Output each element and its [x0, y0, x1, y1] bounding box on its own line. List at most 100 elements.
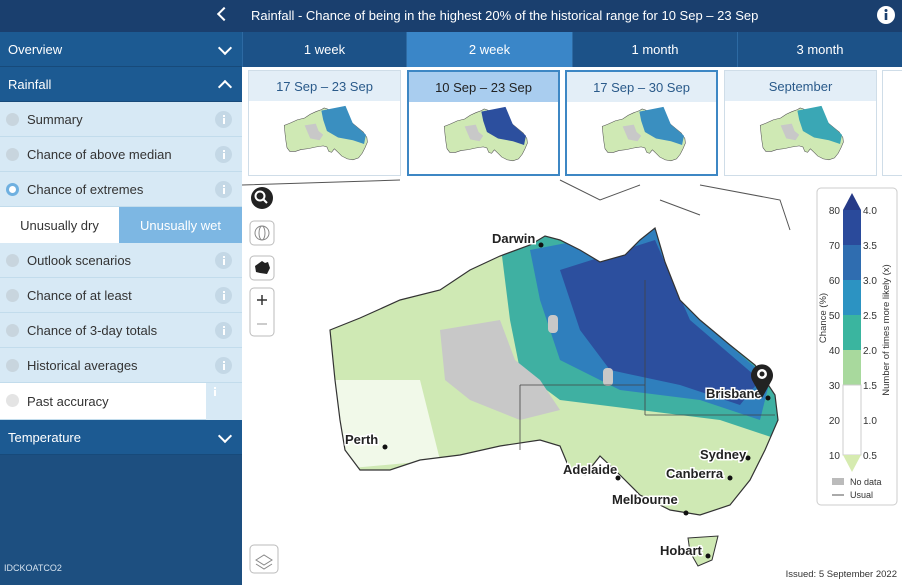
menu-item[interactable]: Chance of at least — [0, 278, 242, 313]
city-label: Darwin — [492, 231, 535, 246]
section-rainfall[interactable]: Rainfall — [0, 67, 242, 102]
times-tick: 3.0 — [863, 276, 877, 287]
menu-item[interactable]: Outlook scenarios — [0, 243, 242, 278]
menu-item[interactable]: Chance of 3-day totals — [0, 313, 242, 348]
times-tick: 2.0 — [863, 346, 877, 357]
info-icon[interactable] — [215, 181, 232, 198]
menu-item[interactable]: Chance of extremes — [0, 172, 242, 207]
location-pin — [751, 364, 774, 398]
chance-tick: 50 — [829, 311, 841, 322]
thumbnail[interactable]: 10 Sep – 23 Sep — [407, 70, 560, 176]
times-tick: 0.5 — [863, 451, 877, 462]
radio — [6, 289, 19, 302]
info-icon[interactable] — [215, 357, 232, 374]
times-axis-label: Number of times more likely (x) — [881, 264, 892, 395]
tasmania — [687, 535, 719, 567]
thumbnail-map — [443, 106, 528, 162]
layers-button[interactable] — [249, 544, 279, 574]
menu-label: Chance of 3-day totals — [27, 322, 158, 338]
chance-tick: 20 — [829, 416, 841, 427]
sidebar: Overview Rainfall Temperature IDCKOATCO2… — [0, 0, 242, 585]
radio — [6, 359, 19, 372]
city-label: Melbourne — [612, 492, 678, 507]
menu-item[interactable]: Chance of above median — [0, 137, 242, 172]
city-label: Hobart — [660, 543, 703, 558]
thumb-field — [639, 106, 684, 145]
thumb-field — [481, 106, 526, 145]
legend: 80 4.0 70 3.5 60 3.0 50 2.5 40 2.0 30 1.5 20 1.0 10 0.5… — [816, 187, 898, 506]
section-label: Temperature — [8, 429, 81, 445]
section-temperature[interactable]: Temperature — [0, 420, 242, 455]
times-tick: 1.0 — [863, 416, 877, 427]
thumb-nodata — [622, 124, 642, 142]
radio — [6, 254, 19, 267]
map: Darwin Brisbane Perth Sydney Adelaide Canberr… — [242, 178, 902, 585]
thumb-field — [321, 105, 366, 144]
city-dot — [745, 455, 751, 461]
state-borders — [519, 280, 775, 450]
times-tick: 2.5 — [863, 311, 877, 322]
menu-item[interactable]: Summary — [0, 102, 242, 137]
chevron — [217, 40, 233, 56]
info-button[interactable] — [876, 5, 896, 25]
radio — [6, 113, 19, 126]
thumbnail[interactable]: 17 Sep – 23 Sep — [248, 70, 401, 176]
city-label: Brisbane — [706, 386, 762, 401]
city-dot — [382, 444, 388, 450]
info-icon[interactable] — [215, 146, 232, 163]
city-dot — [615, 475, 621, 481]
thumbnail-map — [759, 105, 844, 161]
period-tab[interactable]: 1 week — [242, 32, 406, 67]
thumbnail-label: 17 Sep – 30 Sep — [567, 72, 716, 102]
globe-button[interactable] — [249, 220, 275, 246]
city-dot — [683, 510, 689, 516]
menu-item[interactable]: Historical averages — [0, 348, 242, 383]
thumbnail[interactable]: 17 Sep – 30 Sep — [565, 70, 718, 176]
menu-label: Past accuracy — [27, 393, 109, 409]
thumbnail[interactable] — [882, 70, 902, 176]
product-code: IDCKOATCO2 — [4, 563, 62, 573]
info-icon[interactable] — [215, 111, 232, 128]
chance-tick: 30 — [829, 381, 841, 392]
radio — [6, 183, 19, 196]
menu-label: Chance of at least — [27, 287, 132, 303]
thumbnail-map — [283, 105, 368, 161]
toggle-option[interactable]: Unusually dry — [20, 217, 99, 233]
radio — [6, 148, 19, 161]
menu-label: Chance of above median — [27, 146, 172, 162]
times-tick: 1.5 — [863, 381, 877, 392]
search-button[interactable] — [251, 187, 273, 209]
info-icon[interactable] — [215, 252, 232, 269]
section-label: Rainfall — [8, 76, 52, 92]
info-icon[interactable] — [215, 322, 232, 339]
thumbnail[interactable]: September — [724, 70, 877, 176]
menu-label: Chance of extremes — [27, 181, 144, 197]
chance-axis-label: Chance (%) — [818, 293, 829, 343]
thumb-nodata — [464, 124, 484, 142]
neighbouring-coast — [242, 179, 791, 231]
thumbnail-map — [601, 106, 686, 162]
chance-tick: 70 — [829, 241, 841, 252]
info-icon[interactable] — [206, 383, 242, 420]
issued-date: Issued: 5 September 2022 — [786, 569, 897, 580]
menu-label: Outlook scenarios — [27, 252, 132, 268]
section-overview[interactable]: Overview — [0, 32, 242, 67]
city-label: Perth — [345, 432, 378, 447]
menu-item[interactable]: Past accuracy — [0, 383, 242, 420]
times-tick: 4.0 — [863, 206, 877, 217]
period-tab[interactable]: 2 week — [406, 32, 572, 67]
sidebar-top — [0, 0, 242, 32]
info-icon[interactable] — [215, 287, 232, 304]
menu-label: Historical averages — [27, 357, 138, 373]
period-tab[interactable]: 3 month — [737, 32, 902, 67]
thumbnail-label: 17 Sep – 23 Sep — [249, 71, 400, 101]
map-controls — [249, 187, 279, 574]
radio — [6, 394, 19, 407]
period-tab[interactable]: 1 month — [572, 32, 737, 67]
toggle-option[interactable]: Unusually wet — [119, 207, 242, 243]
zoom-control[interactable] — [249, 287, 275, 337]
extremes-toggle: Unusually dry Unusually wet — [0, 207, 242, 243]
collapse-button[interactable] — [216, 6, 232, 22]
